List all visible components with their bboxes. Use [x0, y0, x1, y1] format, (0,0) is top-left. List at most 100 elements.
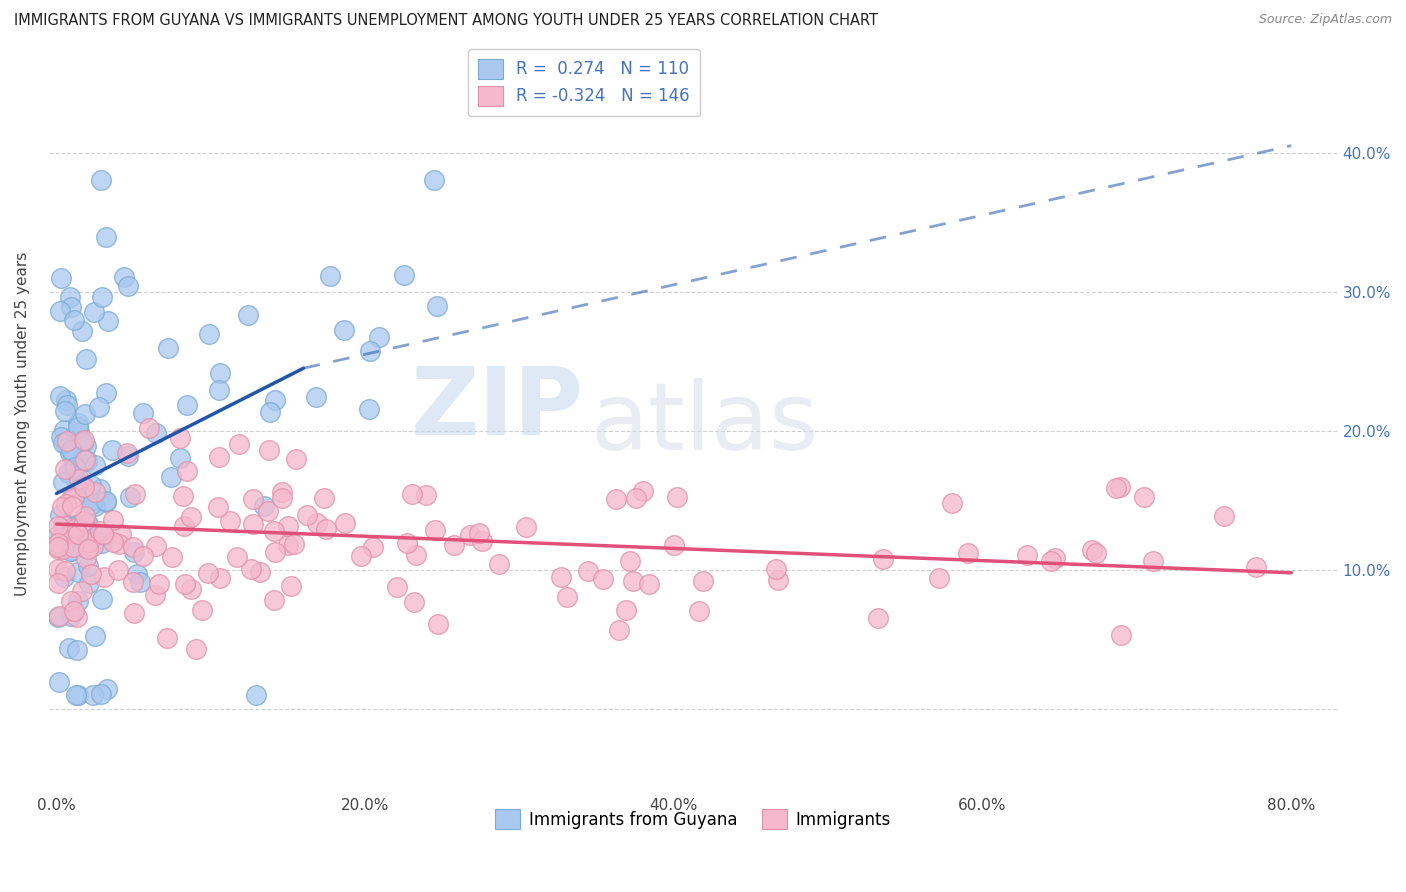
Point — [46, 528, 69, 542]
Point — [405, 548, 427, 562]
Point — [84, 500, 107, 514]
Point — [631, 483, 654, 498]
Point — [872, 551, 894, 566]
Point — [49, 304, 72, 318]
Point — [621, 574, 644, 588]
Point — [49, 531, 72, 545]
Point — [131, 549, 153, 563]
Point — [145, 539, 167, 553]
Point — [124, 486, 146, 500]
Point — [692, 574, 714, 588]
Point — [94, 494, 117, 508]
Point — [72, 583, 94, 598]
Point — [1105, 481, 1128, 495]
Point — [77, 535, 100, 549]
Point — [117, 446, 139, 460]
Point — [84, 629, 107, 643]
Point — [1039, 554, 1062, 568]
Point — [208, 366, 231, 380]
Point — [56, 434, 79, 448]
Point — [132, 406, 155, 420]
Point — [62, 491, 84, 506]
Point — [60, 544, 83, 558]
Point — [253, 500, 276, 514]
Point — [122, 575, 145, 590]
Point — [148, 577, 170, 591]
Point — [46, 609, 69, 624]
Point — [169, 450, 191, 465]
Point — [765, 561, 787, 575]
Point — [280, 579, 302, 593]
Point — [49, 388, 72, 402]
Point — [270, 491, 292, 505]
Point — [67, 417, 90, 431]
Point — [52, 435, 75, 450]
Point — [605, 491, 627, 506]
Point — [257, 442, 280, 457]
Point — [96, 230, 118, 244]
Point — [59, 492, 82, 507]
Point — [77, 542, 100, 557]
Point — [1212, 509, 1234, 524]
Point — [101, 443, 124, 458]
Point — [52, 542, 75, 557]
Point — [225, 549, 247, 564]
Point — [83, 533, 105, 547]
Point — [73, 514, 96, 528]
Point — [423, 523, 446, 537]
Point — [72, 434, 94, 449]
Point — [56, 466, 79, 480]
Point — [94, 386, 117, 401]
Point — [264, 392, 287, 407]
Point — [48, 675, 70, 690]
Point — [90, 536, 112, 550]
Point — [59, 609, 82, 624]
Point — [228, 437, 250, 451]
Point — [941, 495, 963, 509]
Point — [46, 541, 69, 555]
Point — [62, 464, 84, 478]
Point — [118, 490, 141, 504]
Point — [63, 604, 86, 618]
Point — [592, 572, 614, 586]
Point — [55, 392, 77, 407]
Point — [53, 403, 76, 417]
Point — [82, 493, 104, 508]
Point — [56, 398, 79, 412]
Point — [53, 462, 76, 476]
Point — [73, 407, 96, 421]
Point — [638, 577, 661, 591]
Point — [1133, 490, 1156, 504]
Point — [395, 536, 418, 550]
Point — [72, 434, 94, 448]
Point — [138, 420, 160, 434]
Point — [160, 550, 183, 565]
Point — [443, 538, 465, 552]
Point — [55, 436, 77, 450]
Point — [315, 522, 337, 536]
Point — [219, 514, 242, 528]
Point — [90, 173, 112, 187]
Point — [75, 352, 97, 367]
Point — [415, 488, 437, 502]
Point — [184, 641, 207, 656]
Point — [1043, 551, 1066, 566]
Point — [67, 419, 90, 434]
Point — [82, 688, 104, 702]
Point — [1108, 480, 1130, 494]
Point — [169, 431, 191, 445]
Point — [94, 494, 117, 508]
Point — [350, 549, 373, 563]
Point — [46, 536, 69, 550]
Point — [89, 524, 111, 538]
Point — [1084, 545, 1107, 559]
Point — [79, 533, 101, 547]
Point — [208, 383, 231, 397]
Point — [67, 472, 90, 486]
Point — [91, 290, 114, 304]
Point — [62, 449, 84, 463]
Legend: Immigrants from Guyana, Immigrants: Immigrants from Guyana, Immigrants — [489, 802, 897, 836]
Point — [312, 491, 335, 506]
Point — [60, 500, 83, 514]
Point — [96, 681, 118, 696]
